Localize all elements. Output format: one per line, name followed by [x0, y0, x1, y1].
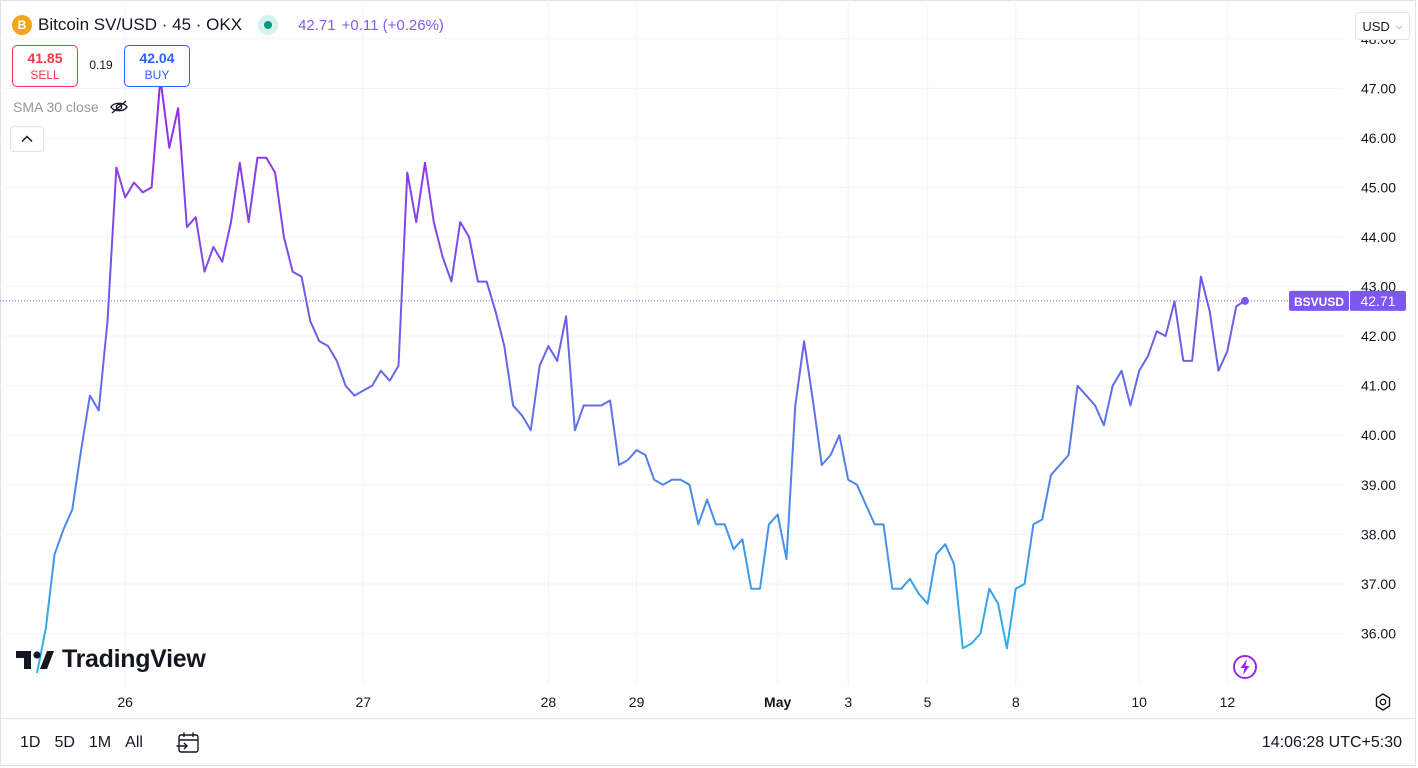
- collapse-legend-button[interactable]: [10, 126, 44, 152]
- price-tick-label: 37.00: [1361, 576, 1396, 592]
- market-open-icon[interactable]: [258, 15, 279, 35]
- time-tick-label: 12: [1220, 694, 1236, 710]
- range-selector: 1D 5D 1M All: [20, 734, 157, 752]
- last-price: 42.71: [298, 16, 336, 34]
- lightning-icon[interactable]: [1232, 654, 1258, 680]
- buy-button[interactable]: 42.04 BUY: [124, 45, 190, 87]
- price-tick-label: 45.00: [1361, 179, 1396, 195]
- last-price-badge: BSVUSD 42.71: [1289, 290, 1406, 311]
- bottom-toolbar: 1D 5D 1M All 14:06:28 UTC+5:30: [0, 718, 1416, 767]
- price-tick-label: 43.00: [1361, 279, 1396, 295]
- symbol-title[interactable]: Bitcoin SV/USD · 45 · OKX: [38, 15, 243, 34]
- buy-price: 42.04: [139, 50, 175, 66]
- last-price-tag-label: 42.71: [1360, 293, 1395, 309]
- price-tick-label: 39.00: [1361, 477, 1396, 493]
- price-tick-label: 47.00: [1361, 80, 1396, 96]
- time-tick-label: 26: [117, 694, 133, 710]
- bitcoin-sv-coin-icon: B: [12, 15, 32, 35]
- range-1d-button[interactable]: 1D: [20, 734, 41, 751]
- eye-off-icon[interactable]: [109, 99, 129, 115]
- currency-select[interactable]: USD ⌵: [1355, 12, 1410, 40]
- time-tick-label: 10: [1131, 694, 1147, 710]
- grid-lines: [0, 0, 1343, 685]
- price-tick-label: 38.00: [1361, 526, 1396, 542]
- time-tick-label: 8: [1012, 694, 1020, 710]
- price-tick-label: 41.00: [1361, 378, 1396, 394]
- tradingview-logo-text: TradingView: [62, 645, 206, 673]
- time-tick-label: 5: [924, 694, 932, 710]
- calendar-range-icon[interactable]: [176, 731, 202, 755]
- indicator-label: SMA 30 close: [13, 99, 99, 115]
- chevron-up-icon: [21, 135, 33, 143]
- sell-label: SELL: [30, 68, 60, 82]
- price-tick-label: 44.00: [1361, 229, 1396, 245]
- series-name-label: BSVUSD: [1294, 295, 1344, 309]
- series-name-badge: [1289, 290, 1349, 311]
- range-1m-button[interactable]: 1M: [88, 734, 112, 751]
- price-chart[interactable]: 36.00 37.00 38.00 39.00 40.00 41.00 42.00 43.00…: [0, 0, 1418, 718]
- range-5d-button[interactable]: 5D: [54, 734, 75, 751]
- time-tick-label: 28: [541, 694, 557, 710]
- chevron-down-icon: ⌵: [1395, 20, 1403, 31]
- last-price-tag: [1350, 290, 1406, 311]
- price-tick-label: 42.00: [1361, 328, 1396, 344]
- time-tick-label: May: [764, 694, 791, 710]
- price-tick-label: 36.00: [1361, 625, 1396, 641]
- tradingview-logo-icon: [16, 650, 54, 669]
- chart-header: B Bitcoin SV/USD · 45 · OKX 42.71 +0.11 (…: [12, 12, 444, 38]
- spread-value: 0.19: [89, 58, 113, 72]
- price-axis[interactable]: 36.00 37.00 38.00 39.00 40.00 41.00 42.00 43.00…: [1361, 31, 1396, 642]
- price-quote: 42.71 +0.11 (+0.26%): [298, 17, 444, 34]
- tradingview-logo[interactable]: TradingView: [16, 645, 206, 674]
- buy-label: BUY: [144, 68, 170, 82]
- sell-button[interactable]: 41.85 SELL: [12, 45, 78, 87]
- time-tick-label: 27: [355, 694, 371, 710]
- price-tick-label: 46.00: [1361, 130, 1396, 146]
- sell-price: 41.85: [27, 50, 63, 66]
- clock-timezone[interactable]: 14:06:28 UTC+5:30: [1261, 734, 1402, 751]
- time-axis[interactable]: 26 27 28 29 May 3 5 8 10 12: [117, 694, 1235, 710]
- currency-value: USD: [1362, 18, 1390, 34]
- last-price-dot: [1241, 296, 1249, 305]
- price-tick-label: 40.00: [1361, 427, 1396, 443]
- time-tick-label: 29: [629, 694, 645, 710]
- series-line: [36, 77, 1246, 674]
- indicator-legend[interactable]: SMA 30 close: [13, 99, 129, 115]
- price-change: +0.11 (+0.26%): [341, 16, 444, 34]
- time-tick-label: 3: [844, 694, 852, 710]
- range-all-button[interactable]: All: [125, 734, 143, 751]
- settings-gear-icon[interactable]: [1373, 692, 1393, 712]
